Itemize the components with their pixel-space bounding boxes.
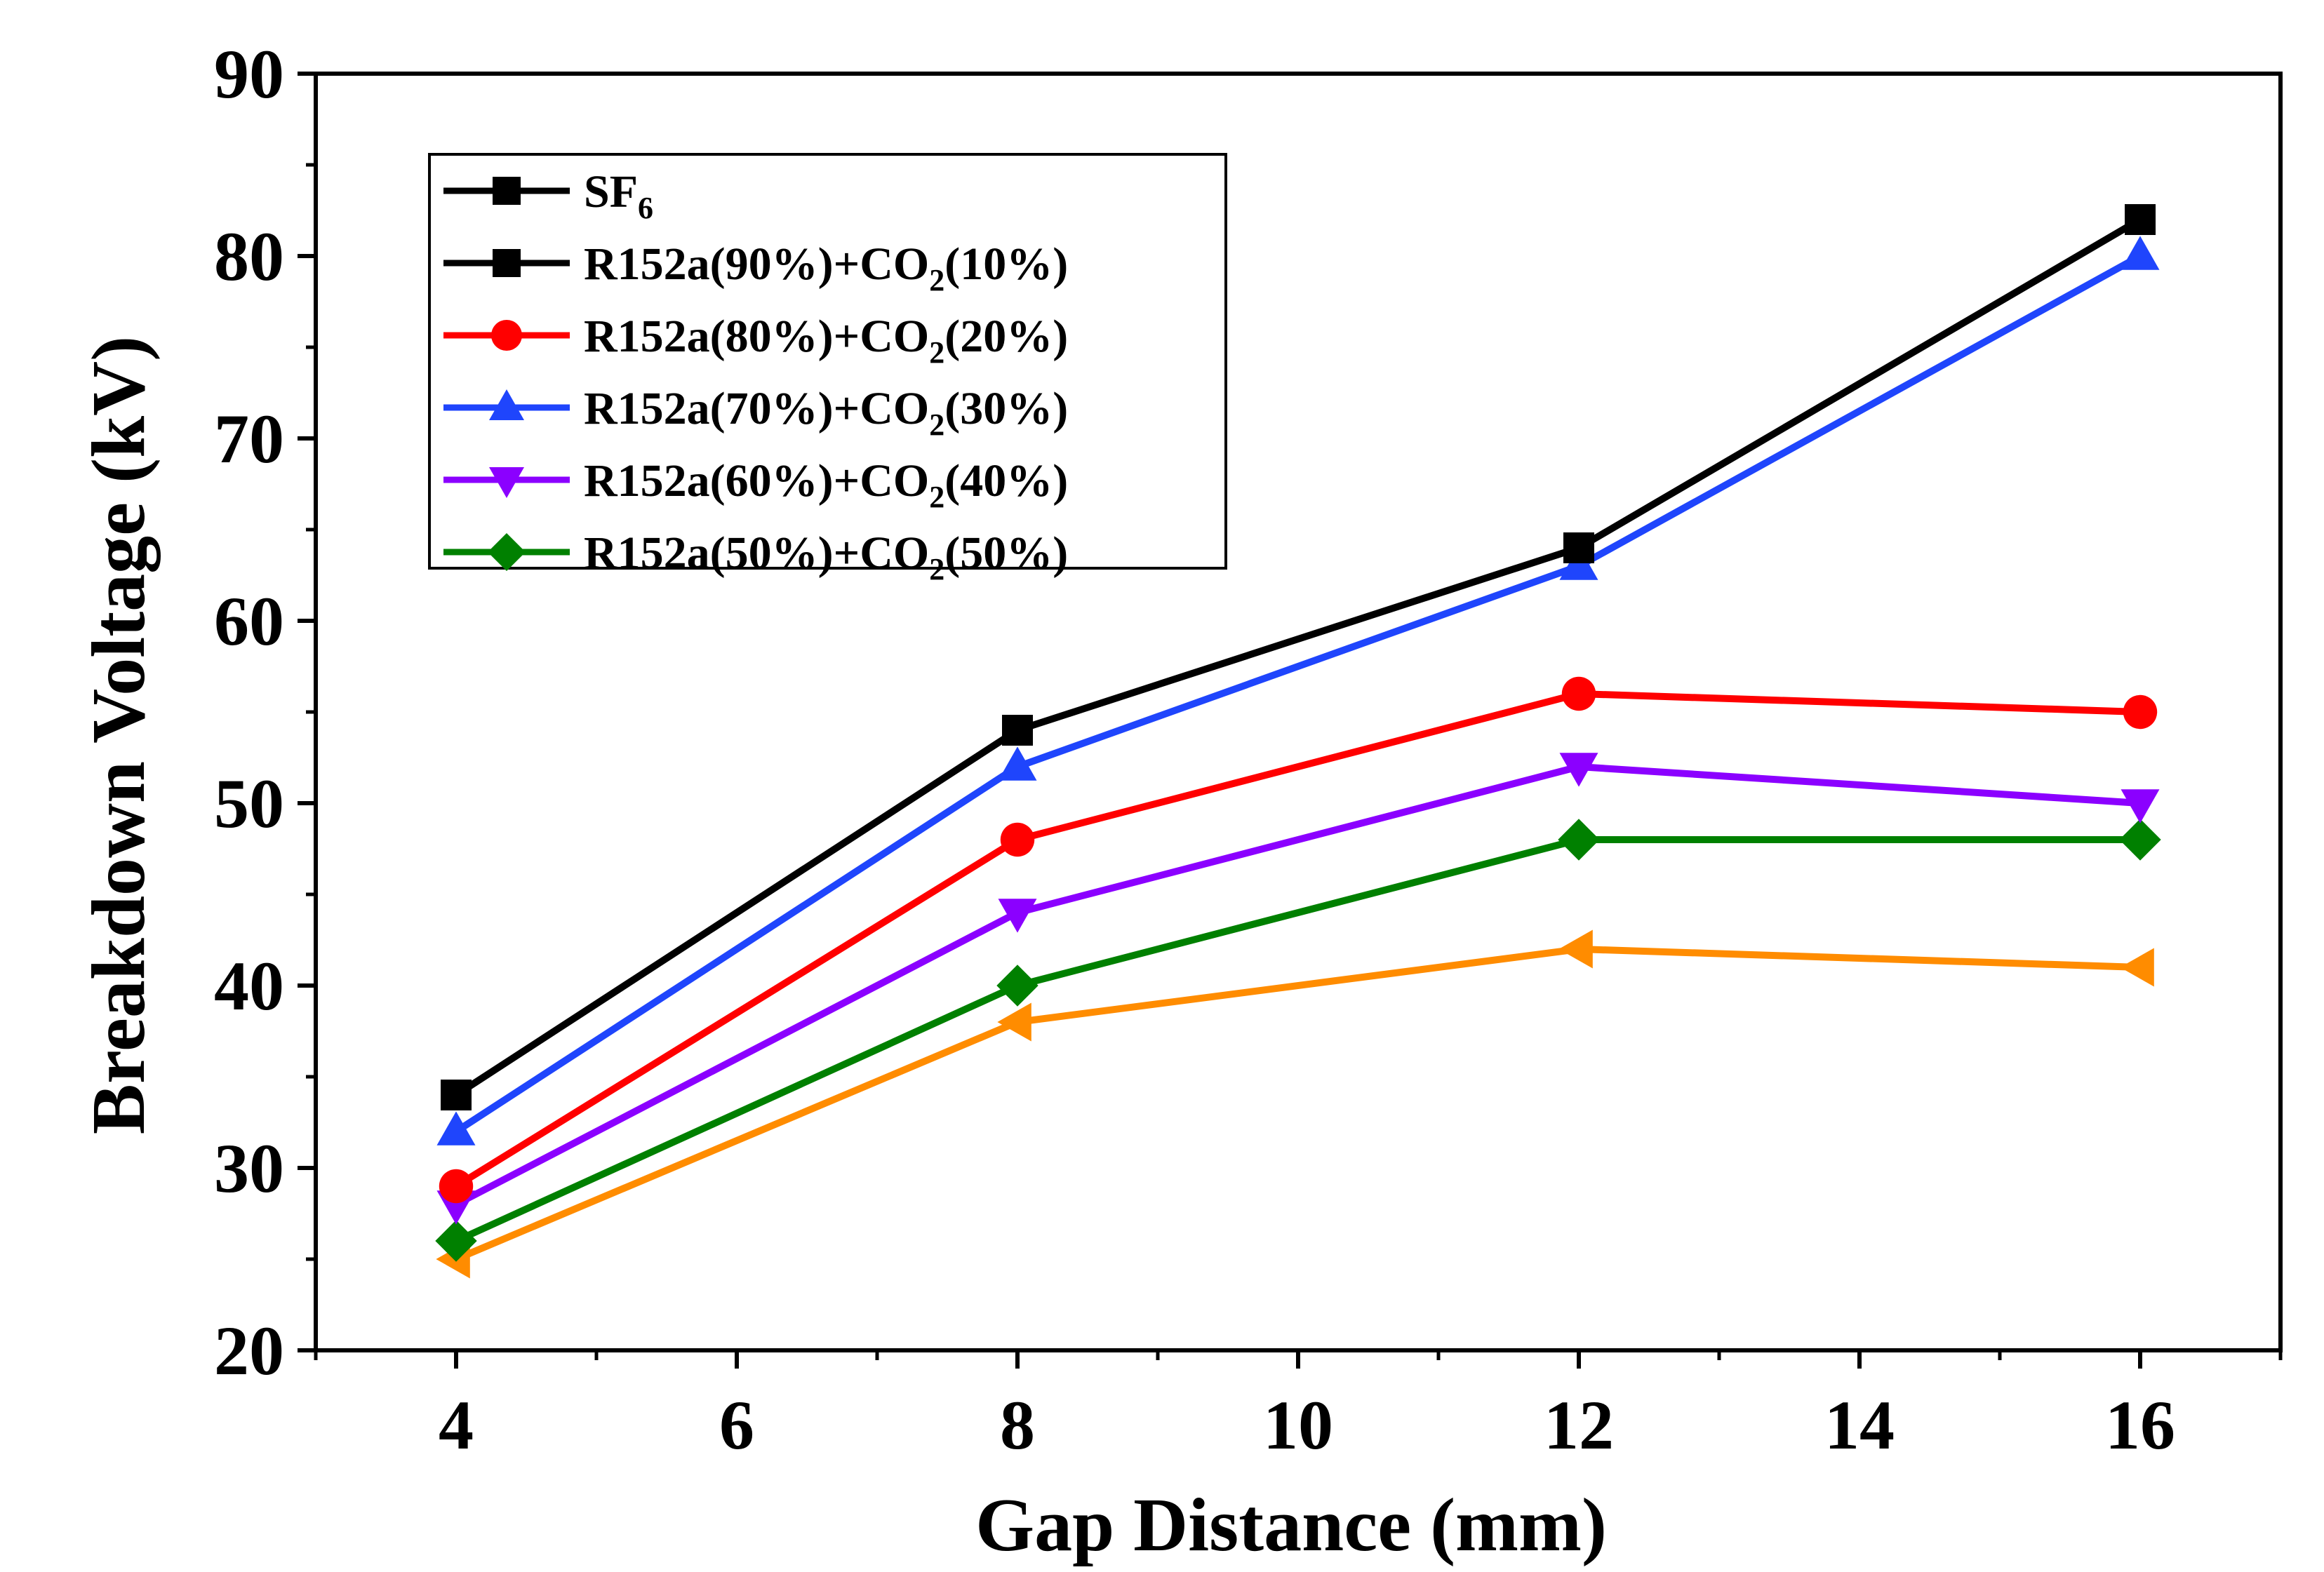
data-point bbox=[2119, 819, 2161, 861]
data-point bbox=[2120, 948, 2154, 987]
y-tick-label: 40 bbox=[214, 947, 284, 1025]
legend-marker bbox=[489, 467, 524, 498]
data-point bbox=[998, 746, 1037, 781]
legend-box bbox=[428, 153, 1227, 570]
data-point bbox=[1559, 753, 1598, 787]
legend-entry-1: R152a(90%)+CO2(10%) bbox=[443, 239, 1068, 297]
y-tick-label: 30 bbox=[214, 1129, 284, 1207]
data-point bbox=[2123, 694, 2158, 730]
legend-entry-5: R152a(50%)+CO2(50%) bbox=[443, 528, 1068, 586]
series-line bbox=[454, 763, 2141, 1208]
legend-entry-4: R152a(60%)+CO2(40%) bbox=[443, 455, 1068, 514]
legend: SF6 R152a(90%)+CO2(10%) R152a(80%)+CO2(20%… bbox=[428, 153, 1227, 586]
legend-label: R152a(80%)+CO2(20%) bbox=[584, 311, 1068, 370]
data-point bbox=[1561, 676, 1596, 711]
legend-label: R152a(90%)+CO2(10%) bbox=[584, 239, 1068, 297]
x-tick-label: 8 bbox=[1000, 1386, 1035, 1464]
data-point bbox=[996, 965, 1039, 1007]
series-line bbox=[454, 216, 2142, 1099]
series-line bbox=[454, 253, 2142, 1135]
series-6 bbox=[436, 929, 2154, 1279]
data-point bbox=[2125, 204, 2156, 235]
axes-frame: 20 30 40 50 60 70 80 90 4 6 8 10 12 14 16 bbox=[214, 35, 2283, 1464]
x-tick-label: 16 bbox=[2105, 1386, 2175, 1464]
series-2 bbox=[439, 676, 2158, 1204]
x-tick-label: 6 bbox=[719, 1386, 754, 1464]
data-point bbox=[1000, 822, 1035, 857]
y-tick-label: 60 bbox=[214, 582, 284, 660]
y-tick-label: 20 bbox=[214, 1312, 284, 1390]
legend-marker bbox=[491, 320, 522, 351]
x-axis-title: Gap Distance (mm) bbox=[975, 1484, 1607, 1567]
x-tick-label: 12 bbox=[1544, 1386, 1614, 1464]
series-1 bbox=[441, 204, 2156, 1110]
y-tick-label: 50 bbox=[214, 765, 284, 842]
y-tick-label: 90 bbox=[214, 35, 284, 113]
data-point bbox=[2121, 789, 2160, 824]
legend-marker bbox=[488, 533, 526, 571]
data-point bbox=[1563, 532, 1594, 563]
data-point bbox=[998, 899, 1037, 933]
data-point bbox=[1558, 929, 1593, 969]
data-point bbox=[997, 1002, 1031, 1042]
series-line bbox=[454, 836, 2140, 1244]
legend-marker bbox=[493, 249, 521, 277]
legend-label: R152a(50%)+CO2(50%) bbox=[584, 528, 1068, 586]
series-line bbox=[454, 690, 2141, 1190]
legend-label: R152a(60%)+CO2(40%) bbox=[584, 455, 1068, 514]
legend-marker bbox=[493, 177, 521, 205]
legend-label: SF6 bbox=[584, 166, 653, 225]
y-tick-label: 80 bbox=[214, 217, 284, 295]
legend-label: R152a(70%)+CO2(30%) bbox=[584, 383, 1068, 442]
data-point bbox=[436, 1111, 476, 1146]
series-5 bbox=[435, 819, 2161, 1262]
data-point bbox=[2121, 236, 2160, 270]
x-tick-label: 14 bbox=[1824, 1386, 1895, 1464]
legend-entry-3: R152a(70%)+CO2(30%) bbox=[443, 383, 1068, 442]
y-axis-title: Breakdown Voltage (kV) bbox=[77, 336, 161, 1134]
data-point bbox=[441, 1080, 472, 1110]
series-layer bbox=[435, 204, 2161, 1279]
x-tick-label: 10 bbox=[1263, 1386, 1333, 1464]
y-tick-label: 70 bbox=[214, 400, 284, 478]
legend-entry-2: R152a(80%)+CO2(20%) bbox=[443, 311, 1068, 370]
x-tick-label: 4 bbox=[439, 1386, 474, 1464]
data-point bbox=[439, 1169, 474, 1204]
data-point bbox=[1002, 715, 1033, 746]
legend-entry-0: SF6 bbox=[443, 166, 653, 225]
data-point bbox=[1558, 819, 1600, 861]
legend-marker bbox=[489, 389, 524, 420]
data-point bbox=[435, 1220, 477, 1262]
series-line bbox=[455, 946, 2141, 1263]
